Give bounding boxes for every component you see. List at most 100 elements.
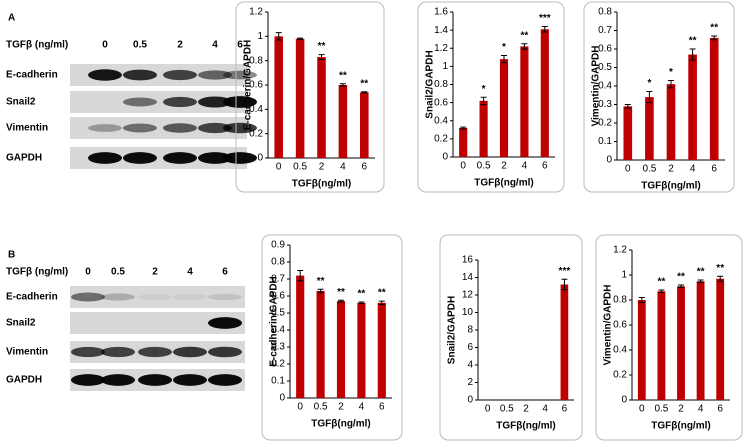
bar	[560, 284, 569, 400]
bar	[499, 59, 509, 157]
chart-frame	[595, 234, 743, 441]
panel-label: B	[8, 250, 15, 261]
blot-band	[123, 152, 157, 164]
significance-label: ***	[559, 266, 571, 277]
bar	[459, 128, 468, 157]
y-axis-label: E-cadherin/GAPDH	[269, 276, 280, 367]
y-tick-label: 0.8	[613, 295, 627, 306]
blot-band	[163, 69, 197, 81]
significance-label: **	[716, 263, 724, 274]
significance-label: **	[689, 36, 697, 47]
dose-label: 2	[152, 267, 158, 278]
significance-label: ***	[539, 13, 551, 24]
bar	[688, 54, 697, 160]
blot-band	[88, 152, 122, 164]
y-tick-label: 0.5	[598, 62, 612, 73]
dose-label: 4	[212, 40, 218, 51]
y-tick-label: 1	[257, 31, 263, 42]
significance-label: **	[317, 276, 325, 287]
significance-label: **	[318, 41, 326, 52]
blot-band	[208, 317, 242, 329]
x-tick-label: 2	[678, 404, 684, 415]
blot-band	[163, 123, 197, 133]
blot-band	[101, 374, 135, 386]
chart-frame	[439, 234, 583, 441]
blot-band	[223, 96, 257, 108]
y-axis-label: Snail2/GAPDH	[425, 50, 436, 118]
blot-band	[88, 69, 122, 81]
y-tick-label: 10	[462, 307, 474, 318]
blot-band	[123, 123, 157, 133]
x-tick-label: 6	[379, 402, 385, 413]
bar	[540, 29, 549, 157]
error-bar	[689, 48, 696, 61]
blot-strip	[70, 286, 245, 308]
blot-band	[88, 124, 122, 132]
x-tick-label: 2	[501, 161, 507, 172]
band-label: Snail2	[6, 318, 36, 329]
error-bar	[658, 289, 665, 293]
y-tick-label: 0	[279, 393, 285, 404]
significance-label: **	[658, 277, 666, 288]
error-bar	[717, 275, 724, 282]
blot-band	[71, 374, 105, 386]
x-tick-label: 4	[542, 404, 548, 415]
y-tick-label: 1.6	[434, 7, 448, 18]
y-tick-label: 0.2	[434, 134, 448, 145]
y-tick-label: 0	[257, 153, 263, 164]
error-bar	[361, 91, 368, 94]
x-tick-label: 0.5	[500, 404, 514, 415]
y-tick-label: 0.7	[271, 274, 285, 285]
y-tick-label: 0.4	[434, 115, 448, 126]
x-tick-label: 2	[668, 164, 674, 175]
significance-label: **	[360, 78, 368, 89]
bar	[274, 36, 283, 159]
y-tick-label: 0.4	[271, 325, 285, 336]
x-tick-label: 0.5	[642, 164, 656, 175]
error-bar	[339, 83, 346, 87]
error-bar	[358, 301, 365, 305]
x-tick-label: 6	[711, 164, 717, 175]
blot-band	[198, 96, 232, 108]
blot-band	[198, 152, 232, 164]
band-label: GAPDH	[6, 375, 42, 386]
x-tick-label: 4	[340, 162, 346, 173]
blot-strip	[70, 312, 245, 334]
error-bar	[297, 270, 304, 282]
significance-label: **	[677, 272, 685, 283]
bar	[336, 301, 346, 398]
error-bar	[711, 35, 718, 41]
band-label: Vimentin	[6, 123, 48, 134]
chart-frame	[583, 1, 735, 193]
x-axis-label: TGFβ(ng/ml)	[496, 421, 555, 432]
bar	[716, 278, 725, 400]
treatment-label: TGFβ (ng/ml)	[6, 267, 68, 278]
blot-band	[163, 152, 197, 164]
bar	[677, 286, 685, 400]
bar	[645, 97, 654, 160]
error-bar	[480, 96, 487, 105]
dose-label: 6	[222, 267, 228, 278]
y-tick-label: 6	[467, 342, 473, 353]
error-bar	[638, 297, 645, 303]
y-tick-label: 1.4	[434, 25, 448, 36]
blot-band	[138, 293, 172, 301]
significance-label: **	[339, 70, 347, 81]
band-label: Snail2	[6, 97, 36, 108]
y-tick-label: 0.7	[598, 25, 612, 36]
error-bar	[501, 55, 507, 64]
x-tick-label: 2	[338, 402, 344, 413]
bar	[666, 84, 676, 160]
blot-band	[223, 122, 257, 134]
significance-label: *	[502, 42, 506, 53]
y-tick-label: 0.3	[598, 99, 612, 110]
y-tick-label: 0	[442, 152, 448, 163]
bar	[657, 291, 666, 400]
y-tick-label: 0.6	[613, 320, 627, 331]
y-tick-label: 14	[462, 272, 474, 283]
y-tick-label: 0	[606, 155, 612, 166]
significance-label: **	[337, 287, 345, 298]
blot-band	[198, 122, 232, 134]
